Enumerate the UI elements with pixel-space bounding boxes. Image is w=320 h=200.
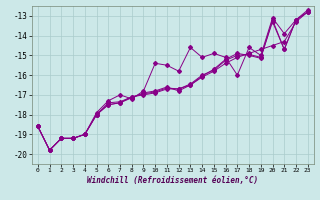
X-axis label: Windchill (Refroidissement éolien,°C): Windchill (Refroidissement éolien,°C) [87,176,258,185]
